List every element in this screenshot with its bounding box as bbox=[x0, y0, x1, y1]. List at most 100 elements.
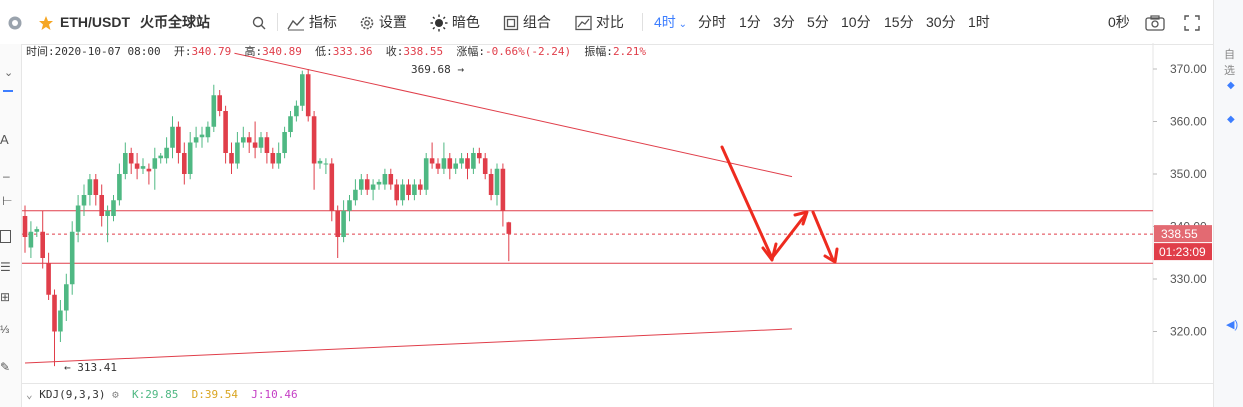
candle-body bbox=[28, 231, 34, 248]
candle-body bbox=[394, 184, 399, 201]
candle-body bbox=[105, 210, 110, 216]
grid-tool-icon[interactable]: ⊞ bbox=[0, 290, 11, 304]
candle-body bbox=[235, 142, 240, 164]
pane-divider[interactable] bbox=[22, 383, 1213, 384]
candle-body bbox=[69, 231, 75, 285]
candle-body bbox=[329, 163, 335, 211]
candle-body bbox=[447, 158, 453, 169]
kdj-info-bar: ⌄ KDJ(9,3,3) ⚙ K:29.85 D:39.54 J:10.46 bbox=[26, 387, 298, 403]
interval-1h[interactable]: 1时 bbox=[968, 14, 990, 30]
interval-timeline[interactable]: 分时 bbox=[698, 14, 726, 30]
interval-30m[interactable]: 30分 bbox=[926, 14, 956, 30]
interval-3m[interactable]: 3分 bbox=[773, 14, 795, 30]
candle-body bbox=[81, 195, 87, 206]
candle-body bbox=[506, 222, 512, 234]
candle-body bbox=[441, 158, 447, 169]
price-chart[interactable]: 370.00360.00350.00340.00330.00320.00369.… bbox=[0, 0, 1213, 407]
candle-body bbox=[294, 105, 299, 117]
gear-icon bbox=[360, 16, 374, 30]
candle-body bbox=[217, 95, 222, 111]
text-tool-icon[interactable]: A bbox=[0, 132, 9, 147]
annotation-arrow-down bbox=[811, 210, 835, 262]
settings-button[interactable]: 设置 bbox=[359, 0, 407, 44]
candle-body bbox=[488, 174, 494, 195]
candle-body bbox=[406, 184, 411, 195]
horizontal-line-tool-icon[interactable]: – bbox=[3, 169, 10, 183]
candle-body bbox=[465, 158, 470, 169]
amplitude-value: 2.21% bbox=[612, 45, 647, 58]
candle-body bbox=[311, 116, 317, 164]
candle-body bbox=[500, 168, 506, 211]
gear-icon[interactable]: ⚙ bbox=[112, 388, 119, 401]
candle-body bbox=[270, 153, 276, 164]
candle-body bbox=[288, 116, 293, 132]
crosshair-tool-icon[interactable]: ⌄ bbox=[4, 67, 14, 79]
candle-body bbox=[359, 179, 364, 190]
layout-button[interactable]: 组合 bbox=[503, 0, 551, 44]
candle-body bbox=[152, 158, 158, 169]
line-tool-icon[interactable] bbox=[3, 90, 13, 92]
high-label: 高: bbox=[244, 45, 263, 58]
vertical-tool-icon[interactable]: ⊢ bbox=[2, 194, 13, 208]
timer-badge bbox=[1154, 243, 1212, 261]
indicator-button[interactable]: 指标 bbox=[287, 0, 337, 44]
interval-5m[interactable]: 5分 bbox=[807, 14, 829, 30]
ohlc-info-bar: 时间:2020-10-07 08:00 开:340.79 高:340.89 低:… bbox=[26, 44, 646, 60]
candle-body bbox=[58, 310, 63, 332]
candle-body bbox=[140, 166, 146, 169]
search-icon[interactable] bbox=[252, 0, 266, 44]
eth-icon[interactable]: ◆ bbox=[1227, 114, 1235, 125]
candle-body bbox=[199, 134, 205, 138]
interval-1m[interactable]: 1分 bbox=[739, 14, 761, 30]
eth-icon[interactable]: ◆ bbox=[1227, 80, 1235, 91]
fib-tool-icon[interactable]: ☰ bbox=[0, 260, 11, 274]
pair-title: ETH/USDT bbox=[60, 14, 130, 30]
candle-body bbox=[22, 216, 28, 237]
candle-body bbox=[364, 179, 370, 190]
interval-10m[interactable]: 10分 bbox=[841, 14, 871, 30]
chevron-down-icon: ⌄ bbox=[675, 19, 687, 30]
candle-body bbox=[370, 184, 376, 190]
candle-body bbox=[317, 160, 323, 164]
sound-icon[interactable]: ◀) bbox=[1226, 319, 1239, 331]
interval-15m[interactable]: 15分 bbox=[884, 14, 914, 30]
candle-body bbox=[99, 195, 104, 216]
candle-body bbox=[252, 142, 258, 148]
measure-tool-icon[interactable]: ⅓ bbox=[0, 324, 10, 336]
candle-body bbox=[93, 179, 99, 195]
candle-body bbox=[187, 142, 193, 174]
toolbar: ETH/USDT 火币全球站 指标 设置 暗色 组合 对比 4时 ⌄ 分时 1分… bbox=[0, 0, 1213, 45]
kdj-name: KDJ(9,3,3) bbox=[39, 388, 106, 401]
candle-body bbox=[193, 137, 199, 143]
dark-mode-button[interactable]: 暗色 bbox=[430, 0, 480, 44]
candle-body bbox=[205, 126, 211, 138]
sun-icon bbox=[430, 14, 448, 32]
fullscreen-icon[interactable] bbox=[1184, 0, 1200, 44]
pencil-tool-icon[interactable]: ✎ bbox=[0, 360, 11, 374]
favorite-star-icon[interactable] bbox=[38, 0, 54, 44]
candle-body bbox=[211, 95, 217, 127]
interval-4h[interactable]: 4时 ⌄ bbox=[654, 0, 687, 44]
compare-button[interactable]: 对比 bbox=[575, 0, 624, 44]
time-label: 时间: bbox=[26, 45, 55, 58]
y-tick-label: 350.00 bbox=[1170, 167, 1207, 181]
open-label: 开: bbox=[173, 45, 192, 58]
candle-body bbox=[477, 153, 482, 159]
amplitude-label: 振幅: bbox=[584, 45, 613, 58]
candle-body bbox=[353, 189, 358, 201]
high-value: 340.89 bbox=[262, 45, 302, 58]
trend-line bbox=[24, 328, 793, 364]
open-value: 340.79 bbox=[191, 45, 232, 58]
candle-body bbox=[376, 181, 382, 185]
candle-body bbox=[229, 153, 234, 164]
camera-icon[interactable] bbox=[1145, 0, 1165, 44]
candle-body bbox=[323, 163, 329, 165]
divider bbox=[277, 13, 278, 31]
candle-body bbox=[241, 137, 246, 143]
min-price-label: ← 313.41 bbox=[64, 361, 117, 374]
rectangle-tool-icon[interactable] bbox=[0, 230, 11, 243]
kdj-k-value: K:29.85 bbox=[131, 388, 179, 401]
candle-body bbox=[341, 210, 346, 237]
candle-body bbox=[382, 174, 388, 185]
collapse-chevron-icon[interactable]: ⌄ bbox=[26, 388, 33, 401]
